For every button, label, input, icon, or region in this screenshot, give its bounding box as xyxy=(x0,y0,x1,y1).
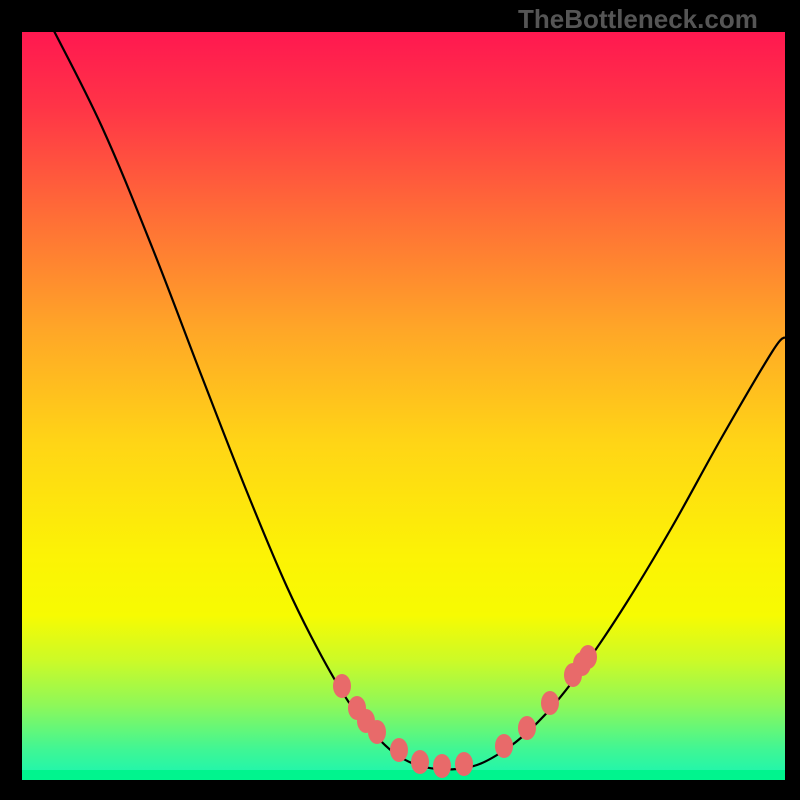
data-marker xyxy=(433,754,451,778)
data-marker xyxy=(411,750,429,774)
chart-container: TheBottleneck.com xyxy=(0,0,800,800)
data-marker xyxy=(579,645,597,669)
border-bottom xyxy=(0,780,800,800)
data-marker xyxy=(455,752,473,776)
data-marker xyxy=(333,674,351,698)
watermark-text: TheBottleneck.com xyxy=(518,4,758,35)
border-left xyxy=(0,0,22,800)
data-markers xyxy=(333,645,597,778)
data-marker xyxy=(541,691,559,715)
data-marker xyxy=(495,734,513,758)
bottleneck-curve xyxy=(52,32,785,770)
plot-overlay xyxy=(22,32,785,780)
data-marker xyxy=(518,716,536,740)
data-marker xyxy=(390,738,408,762)
border-right xyxy=(785,0,800,800)
data-marker xyxy=(368,720,386,744)
